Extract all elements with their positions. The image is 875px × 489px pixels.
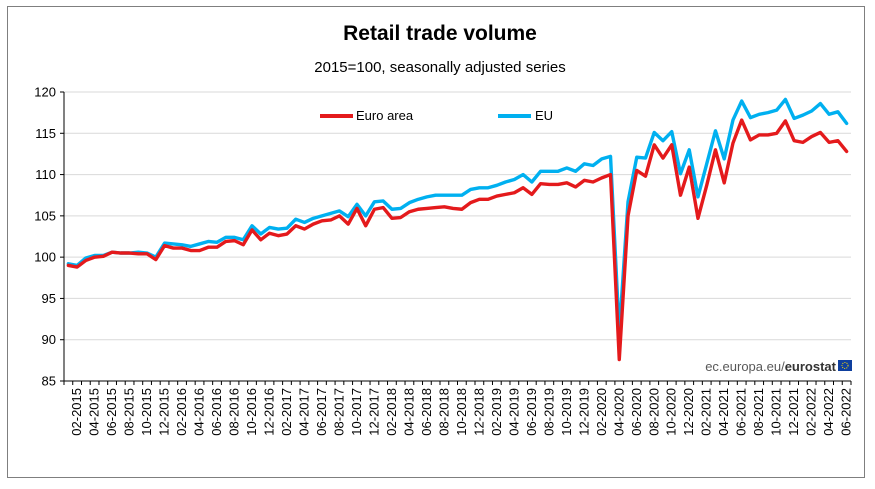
x-tick-label-06-2021: 06-2021 bbox=[734, 388, 749, 436]
chart-subtitle: 2015=100, seasonally adjusted series bbox=[314, 59, 565, 76]
x-tick-label-06-2018: 06-2018 bbox=[419, 388, 434, 436]
x-tick-label-12-2016: 12-2016 bbox=[261, 388, 276, 436]
x-tick-label-02-2018: 02-2018 bbox=[384, 388, 399, 436]
y-tick-label-110: 110 bbox=[35, 167, 56, 182]
y-tick-label-115: 115 bbox=[35, 126, 56, 141]
legend: Euro area EU bbox=[320, 108, 553, 123]
x-tick-label-02-2020: 02-2020 bbox=[594, 388, 609, 436]
credit-brand: eurostat bbox=[785, 359, 837, 374]
y-tick-label-95: 95 bbox=[42, 291, 56, 306]
x-tick-label-12-2015: 12-2015 bbox=[157, 388, 172, 436]
x-tick-label-04-2020: 04-2020 bbox=[611, 388, 626, 436]
series-lines bbox=[66, 97, 849, 362]
x-tick-label-04-2015: 04-2015 bbox=[87, 388, 102, 436]
x-tick-label-08-2015: 08-2015 bbox=[122, 388, 137, 436]
x-tick-label-10-2019: 10-2019 bbox=[559, 388, 574, 436]
x-tick-label-10-2016: 10-2016 bbox=[244, 388, 259, 436]
eurostat-credit: ec.europa.eu/eurostat bbox=[705, 359, 852, 374]
x-tick-label-06-2020: 06-2020 bbox=[629, 388, 644, 436]
x-tick-label-12-2020: 12-2020 bbox=[681, 388, 696, 436]
y-tick-label-85: 85 bbox=[42, 374, 56, 389]
x-tick-label-04-2017: 04-2017 bbox=[296, 388, 311, 436]
x-tick-label-10-2015: 10-2015 bbox=[139, 388, 154, 436]
x-tick-label-08-2016: 08-2016 bbox=[227, 388, 242, 436]
x-tick-label-02-2016: 02-2016 bbox=[174, 388, 189, 436]
y-tick-label-100: 100 bbox=[34, 250, 56, 265]
x-tick-label-02-2019: 02-2019 bbox=[489, 388, 504, 436]
x-tick-label-10-2020: 10-2020 bbox=[664, 388, 679, 436]
x-tick-label-08-2018: 08-2018 bbox=[436, 388, 451, 436]
x-tick-label-08-2017: 08-2017 bbox=[331, 388, 346, 436]
x-tick-label-08-2021: 08-2021 bbox=[751, 388, 766, 436]
x-tick-label-04-2019: 04-2019 bbox=[506, 388, 521, 436]
x-tick-label-06-2017: 06-2017 bbox=[314, 388, 329, 436]
x-tick-label-08-2020: 08-2020 bbox=[646, 388, 661, 436]
x-tick-label-12-2021: 12-2021 bbox=[786, 388, 801, 436]
y-tick-labels: 85 90 95 100 105 110 115 120 bbox=[34, 85, 56, 389]
x-tick-label-04-2018: 04-2018 bbox=[401, 388, 416, 436]
retail-trade-chart: Retail trade volume 2015=100, seasonally… bbox=[34, 22, 854, 436]
x-tick-labels: 02-2015 04-2015 06-2015 08-2015 10-2015 12-20… bbox=[69, 388, 854, 436]
x-tick-label-02-2017: 02-2017 bbox=[279, 388, 294, 436]
x-tick-label-02-2021: 02-2021 bbox=[699, 388, 714, 436]
x-tick-label-06-2019: 06-2019 bbox=[524, 388, 539, 436]
chart-title: Retail trade volume bbox=[343, 22, 537, 45]
legend-label-euro-area: Euro area bbox=[356, 108, 414, 123]
legend-label-eu: EU bbox=[535, 108, 553, 123]
eu-flag-icon bbox=[838, 360, 852, 371]
x-tick-label-06-2015: 06-2015 bbox=[104, 388, 119, 436]
eu-flag-stars-icon bbox=[841, 362, 849, 369]
x-tick-label-10-2017: 10-2017 bbox=[349, 388, 364, 436]
series-line-eu bbox=[66, 97, 849, 335]
x-tick-label-02-2015: 02-2015 bbox=[69, 388, 84, 436]
gridlines bbox=[64, 91, 851, 341]
axes bbox=[60, 91, 852, 385]
x-tick-label-04-2021: 04-2021 bbox=[716, 388, 731, 436]
y-tick-label-105: 105 bbox=[34, 208, 56, 223]
x-tick-label-08-2019: 08-2019 bbox=[541, 388, 556, 436]
x-tick-label-06-2022: 06-2022 bbox=[839, 388, 854, 436]
chart-frame: Retail trade volume 2015=100, seasonally… bbox=[7, 6, 865, 478]
y-tick-label-120: 120 bbox=[34, 85, 56, 100]
y-tick-label-90: 90 bbox=[42, 332, 56, 347]
x-tick-label-12-2019: 12-2019 bbox=[576, 388, 591, 436]
series-line-euro-area bbox=[66, 118, 849, 362]
credit-prefix: ec.europa.eu/ bbox=[705, 359, 785, 374]
svg-text:ec.europa.eu/eurostat: ec.europa.eu/eurostat bbox=[705, 359, 836, 374]
x-tick-label-10-2021: 10-2021 bbox=[769, 388, 784, 436]
x-tick-label-06-2016: 06-2016 bbox=[209, 388, 224, 436]
x-tick-label-10-2018: 10-2018 bbox=[454, 388, 469, 436]
x-tick-label-02-2022: 02-2022 bbox=[804, 388, 819, 436]
x-tick-label-04-2022: 04-2022 bbox=[821, 388, 836, 436]
x-tick-label-04-2016: 04-2016 bbox=[192, 388, 207, 436]
x-tick-label-12-2018: 12-2018 bbox=[471, 388, 486, 436]
x-tick-label-12-2017: 12-2017 bbox=[366, 388, 381, 436]
